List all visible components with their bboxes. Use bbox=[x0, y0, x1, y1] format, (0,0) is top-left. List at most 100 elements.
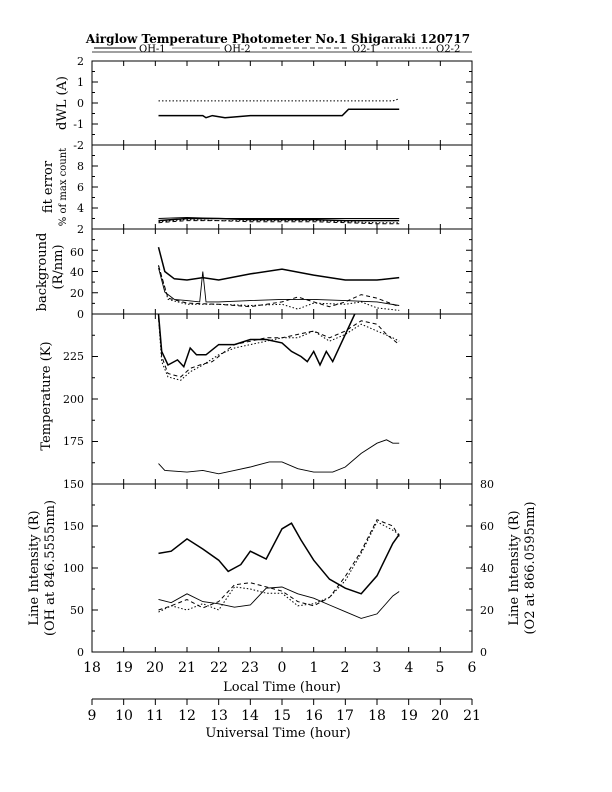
series-line-dwl-o2-2 bbox=[158, 98, 400, 102]
int-tick-labels: 150 100 50 0 bbox=[63, 520, 84, 659]
legend-label-oh2: OH-2 bbox=[224, 44, 251, 55]
dwl-tick-label: -1 bbox=[73, 118, 84, 131]
series-line-bg-oh-2 bbox=[158, 267, 400, 306]
local-time-tick-labels: 18 19 20 21 22 23 0 1 2 3 4 5 6 bbox=[83, 660, 476, 676]
series-line-fit-oh-2 bbox=[158, 216, 400, 219]
local-tick-label: 19 bbox=[115, 660, 133, 676]
ut-tick-label: 21 bbox=[463, 708, 481, 724]
int-rlabel-1: Line Intensity (R) bbox=[507, 510, 522, 625]
int-right-tick-label: 80 bbox=[480, 478, 494, 491]
local-tick-label: 0 bbox=[278, 660, 287, 676]
fit-tick-label: 4 bbox=[77, 202, 84, 215]
panel-dwl-frame bbox=[91, 60, 473, 146]
panel-fit-frame bbox=[91, 144, 473, 230]
universal-time-xlabel: Universal Time (hour) bbox=[205, 726, 350, 741]
dwl-tick-label: 1 bbox=[77, 76, 84, 89]
temp-tick-label: 175 bbox=[63, 435, 84, 448]
figure-title: Airglow Temperature Photometer No.1 Shig… bbox=[85, 32, 470, 46]
temp-tick-label: 150 bbox=[63, 478, 84, 491]
int-right-tick-label: 40 bbox=[480, 562, 494, 575]
fit-ylabel-2: % of max count bbox=[58, 148, 69, 226]
ut-tick-label: 11 bbox=[146, 708, 164, 724]
ut-tick-label: 19 bbox=[400, 708, 418, 724]
fit-ylabel-1: fit error bbox=[41, 160, 56, 213]
ut-tick-label: 12 bbox=[178, 708, 196, 724]
series-line-dwl-oh-1 bbox=[158, 108, 400, 119]
series-line-temp-oh-1 bbox=[157, 313, 356, 369]
series-line-temp-o2-1 bbox=[158, 317, 400, 378]
series-line-int-oh-2 bbox=[158, 586, 400, 619]
legend-label-o22: O2-2 bbox=[436, 44, 460, 55]
ut-tick-label: 13 bbox=[210, 708, 228, 724]
ut-tick-label: 15 bbox=[273, 708, 291, 724]
panel-intensity-frame bbox=[91, 483, 473, 653]
dwl-tick-label: 2 bbox=[77, 55, 84, 68]
local-tick-label: 22 bbox=[210, 660, 228, 676]
series-line-int-o2-1 bbox=[158, 519, 400, 611]
dwl-tick-labels: 2 1 0 -1 -2 bbox=[73, 55, 84, 152]
series-line-fit-oh-1 bbox=[158, 217, 400, 222]
ut-tick-label: 14 bbox=[241, 708, 259, 724]
series-line-bg-o2-1 bbox=[158, 265, 400, 308]
int-rlabel-2: (O2 at 866.0595nm) bbox=[523, 501, 538, 634]
universal-time-ticks bbox=[91, 699, 473, 705]
series-line-temp-oh-2 bbox=[158, 439, 400, 475]
local-tick-label: 3 bbox=[373, 660, 382, 676]
ut-tick-label: 18 bbox=[368, 708, 386, 724]
bg-tick-label: 40 bbox=[70, 266, 84, 279]
series-line-bg-oh-1 bbox=[157, 247, 400, 281]
bg-tick-labels: 60 40 20 0 bbox=[70, 246, 84, 321]
temp-tick-label: 225 bbox=[63, 350, 84, 363]
dwl-tick-label: 0 bbox=[77, 97, 84, 110]
temp-ylabel: Temperature (K) bbox=[39, 341, 54, 450]
axis-ticks bbox=[91, 60, 473, 653]
temp-tick-labels: 225 200 175 150 bbox=[63, 350, 84, 491]
bg-ylabel-1: background bbox=[35, 233, 50, 312]
legend: OH-1 OH-2 O2-1 O2-2 bbox=[92, 44, 472, 55]
panel-temperature-frame bbox=[91, 313, 473, 485]
local-tick-label: 2 bbox=[341, 660, 350, 676]
local-tick-label: 21 bbox=[178, 660, 196, 676]
ut-tick-label: 9 bbox=[88, 708, 97, 724]
int-right-tick-labels: 80 60 40 20 0 bbox=[480, 478, 494, 659]
universal-time-tick-labels: 9 10 11 12 13 14 15 16 17 18 19 20 21 bbox=[88, 708, 481, 724]
local-tick-label: 20 bbox=[146, 660, 164, 676]
local-tick-label: 1 bbox=[310, 660, 319, 676]
local-time-xlabel: Local Time (hour) bbox=[223, 680, 341, 695]
int-ylabel-2: (OH at 846.5555nm) bbox=[43, 500, 58, 636]
fit-tick-label: 2 bbox=[77, 223, 84, 236]
int-tick-label: 150 bbox=[63, 520, 84, 533]
series-line-fit-o2-2 bbox=[158, 219, 400, 224]
fit-tick-label: 8 bbox=[77, 160, 84, 173]
int-right-tick-label: 20 bbox=[480, 604, 494, 617]
series-line-int-oh-1 bbox=[158, 522, 400, 595]
local-tick-label: 23 bbox=[241, 660, 259, 676]
data-lines bbox=[157, 98, 400, 619]
int-right-tick-label: 60 bbox=[480, 520, 494, 533]
ut-tick-label: 16 bbox=[305, 708, 323, 724]
int-right-tick-label: 0 bbox=[480, 646, 487, 659]
legend-label-o21: O2-1 bbox=[352, 44, 376, 55]
local-tick-label: 4 bbox=[405, 660, 414, 676]
dwl-tick-label: -2 bbox=[73, 139, 84, 152]
int-tick-label: 0 bbox=[77, 646, 84, 659]
local-tick-label: 6 bbox=[468, 660, 477, 676]
local-tick-label: 18 bbox=[83, 660, 101, 676]
ut-tick-label: 20 bbox=[431, 708, 449, 724]
temp-tick-label: 200 bbox=[63, 393, 84, 406]
series-line-bg-o2-2 bbox=[158, 265, 400, 311]
int-tick-label: 50 bbox=[70, 604, 84, 617]
dwl-ylabel: dWL (A) bbox=[55, 76, 70, 130]
fit-tick-label: 6 bbox=[77, 181, 84, 194]
series-line-int-o2-2 bbox=[158, 521, 400, 613]
series-line-temp-o2-2 bbox=[158, 317, 400, 381]
ut-tick-label: 17 bbox=[336, 708, 354, 724]
local-tick-label: 5 bbox=[436, 660, 445, 676]
panel-background-frame bbox=[91, 228, 473, 315]
bg-ylabel-2: (R/nm) bbox=[51, 244, 66, 289]
bg-tick-label: 60 bbox=[70, 246, 84, 259]
bg-tick-label: 20 bbox=[70, 287, 84, 300]
legend-label-oh1: OH-1 bbox=[139, 44, 166, 55]
int-ylabel-1: Line Intensity (R) bbox=[27, 510, 42, 625]
